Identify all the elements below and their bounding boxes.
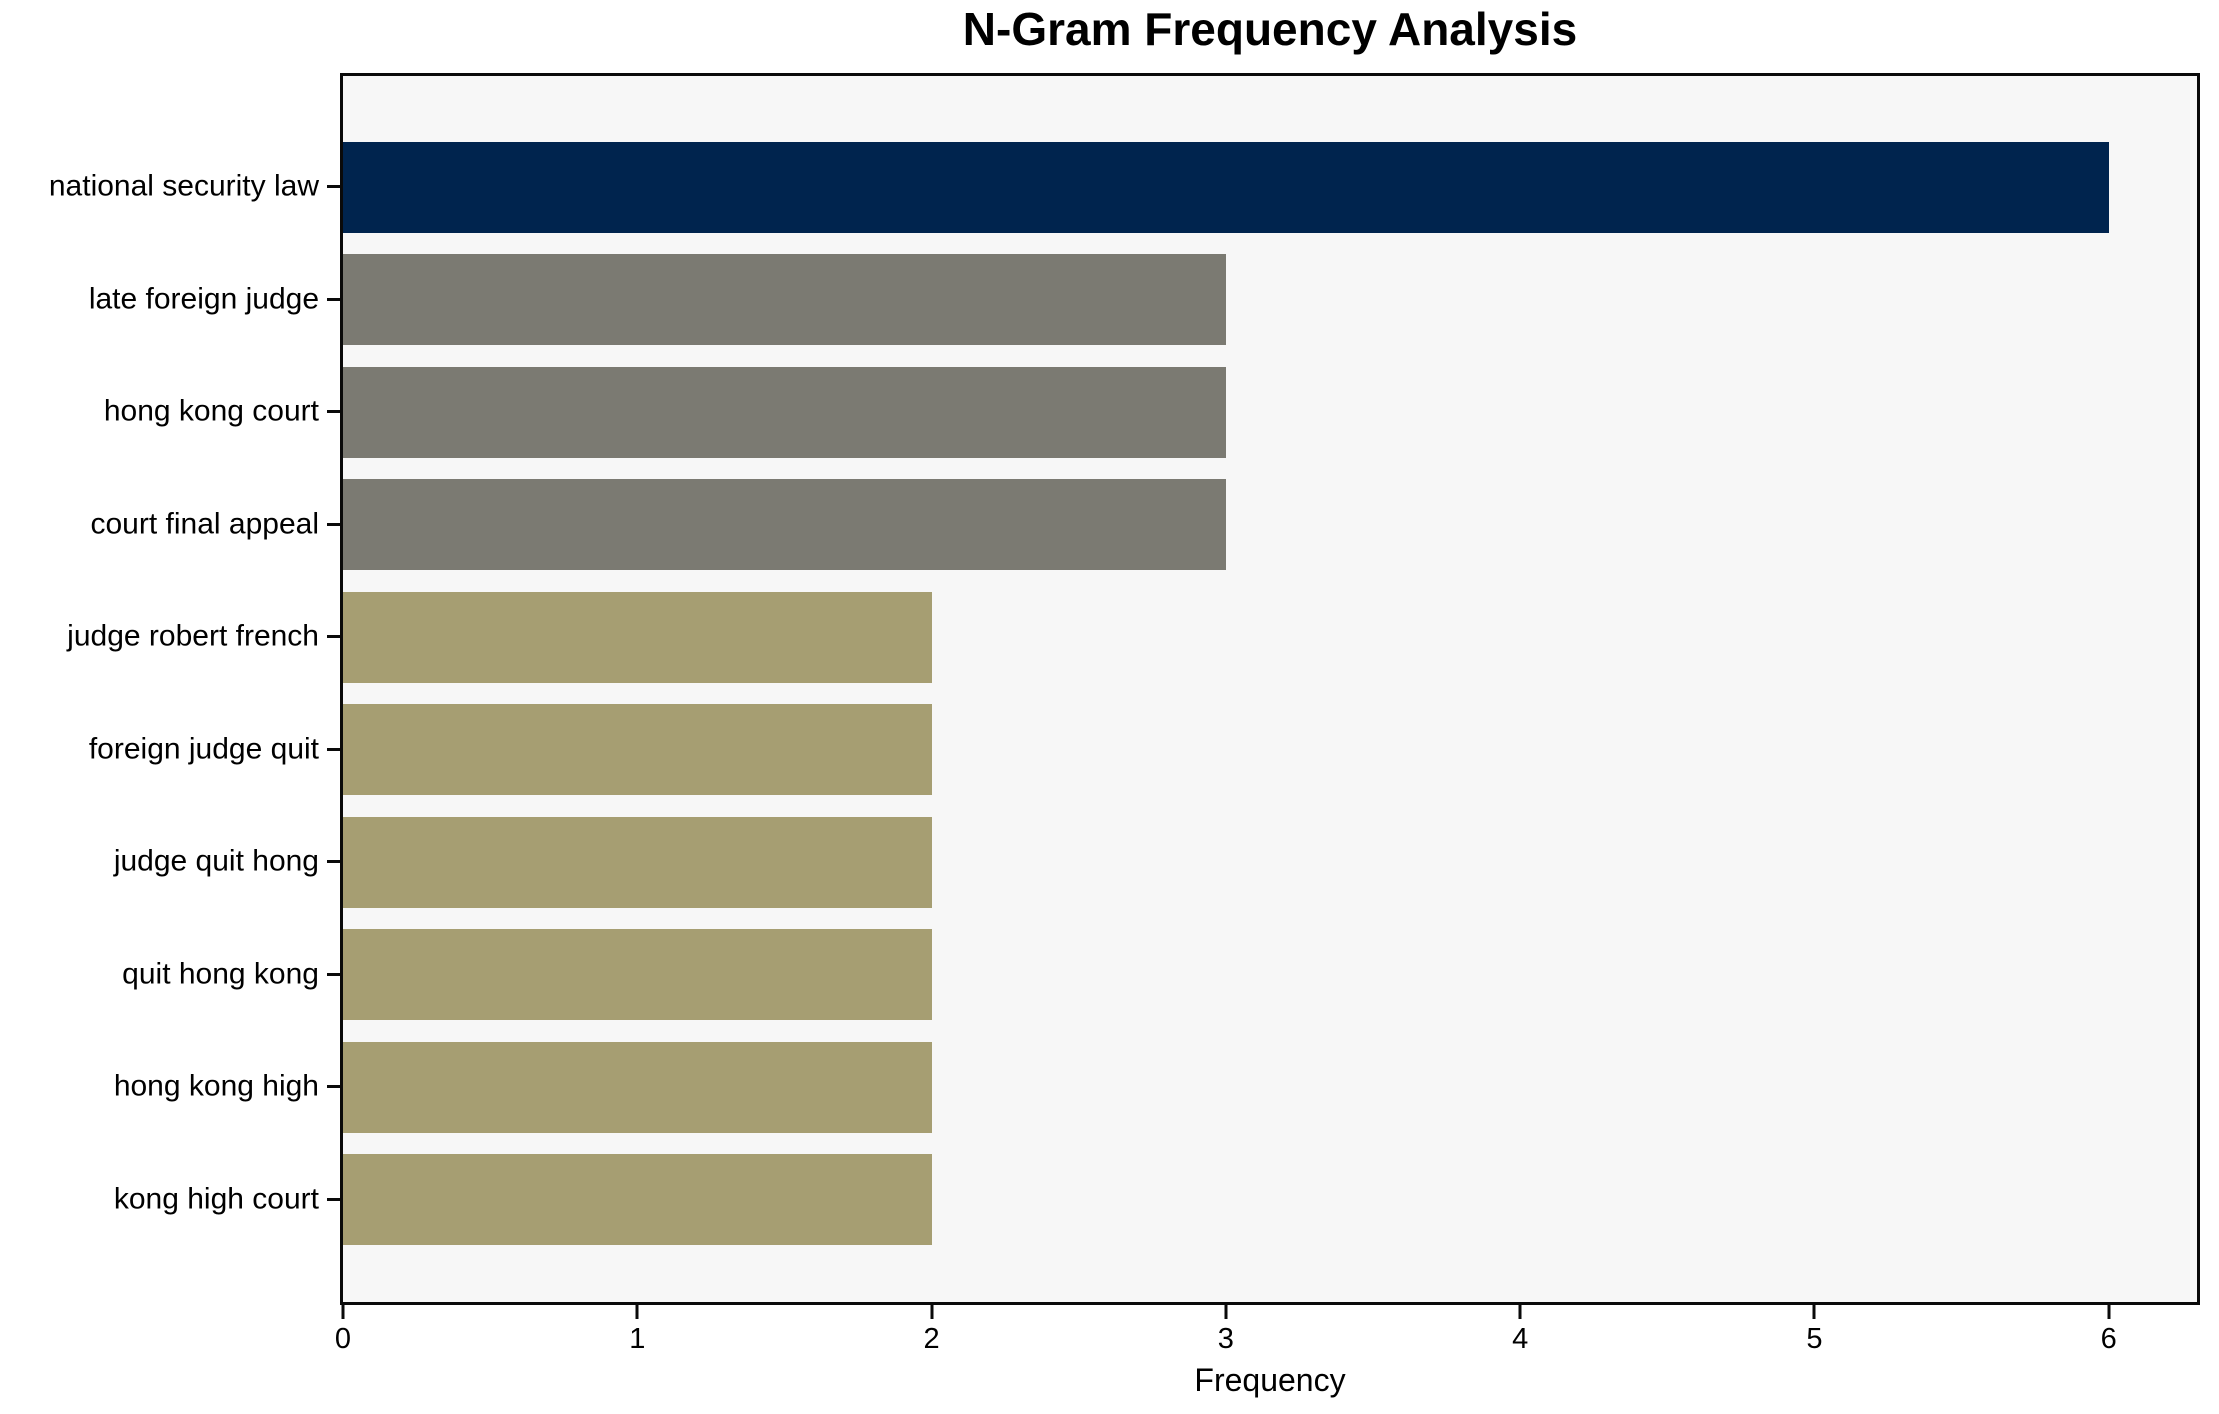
- x-tick-mark: [930, 1305, 934, 1319]
- y-tick-mark: [327, 410, 340, 414]
- bar-row: foreign judge quit: [89, 694, 2197, 807]
- y-tick-label: foreign judge quit: [88, 732, 319, 766]
- bar: [343, 366, 1226, 458]
- x-tick-label: 2: [923, 1323, 940, 1355]
- y-tick-mark: [327, 522, 340, 526]
- x-tick-label: 3: [1217, 1323, 1234, 1355]
- y-tick-label: hong kong high: [113, 1069, 319, 1103]
- bar-row: kong high court: [114, 1144, 2197, 1257]
- bar: [343, 704, 932, 796]
- bar-row: late foreign judge: [89, 244, 2197, 357]
- bar: [343, 254, 1226, 346]
- y-tick-label: hong kong court: [103, 394, 319, 428]
- bar-row: hong kong high: [114, 1031, 2197, 1144]
- bar-row: hong kong court: [104, 356, 2197, 469]
- y-tick-mark: [327, 635, 340, 639]
- bar: [343, 816, 932, 908]
- bar: [343, 591, 932, 683]
- y-tick-mark: [327, 747, 340, 751]
- x-tick-mark: [341, 1305, 345, 1319]
- y-tick-mark: [327, 1085, 340, 1089]
- y-tick-mark: [327, 1197, 340, 1201]
- x-axis-label: Frequency: [1194, 1362, 1346, 1398]
- y-tick-mark: [327, 297, 340, 301]
- x-axis: 0 1 2 3 4 5 6: [335, 1305, 2197, 1395]
- plot-area: national security law late foreign judge h…: [49, 73, 2200, 1305]
- y-tick-label: national security law: [48, 169, 319, 203]
- x-tick-mark: [1224, 1305, 1228, 1319]
- chart-title: N-Gram Frequency Analysis: [962, 3, 1578, 55]
- bar-row: court final appeal: [91, 469, 2197, 582]
- bar-row: judge robert french: [67, 581, 2197, 694]
- x-tick-label: 0: [334, 1323, 352, 1355]
- y-tick-label: kong high court: [113, 1182, 319, 1216]
- bar: [343, 1041, 932, 1133]
- x-tick-label: 1: [629, 1323, 646, 1355]
- bar-row: judge quit hong: [114, 806, 2197, 919]
- x-tick-mark: [1812, 1305, 1816, 1319]
- bar: [343, 479, 1226, 571]
- x-tick-label: 4: [1512, 1323, 1529, 1355]
- y-tick-mark: [327, 185, 340, 189]
- y-tick-label: quit hong kong: [122, 957, 319, 991]
- x-tick-mark: [2107, 1305, 2111, 1319]
- x-tick-label: 5: [1806, 1323, 1823, 1355]
- bar-row: national security law: [49, 131, 2197, 244]
- y-tick-label: judge robert french: [67, 619, 319, 653]
- y-tick-mark: [327, 860, 340, 864]
- x-tick-mark: [635, 1305, 639, 1319]
- y-tick-label: judge quit hong: [113, 844, 319, 878]
- x-tick-mark: [1518, 1305, 1522, 1319]
- bar-row: quit hong kong: [122, 919, 2197, 1032]
- y-tick-label: late foreign judge: [88, 282, 319, 316]
- bar: [343, 141, 2109, 233]
- bar: [343, 1154, 932, 1246]
- bar: [343, 929, 932, 1021]
- y-tick-label: court final appeal: [90, 507, 320, 541]
- x-tick-label: 6: [2100, 1323, 2117, 1355]
- y-tick-mark: [327, 972, 340, 976]
